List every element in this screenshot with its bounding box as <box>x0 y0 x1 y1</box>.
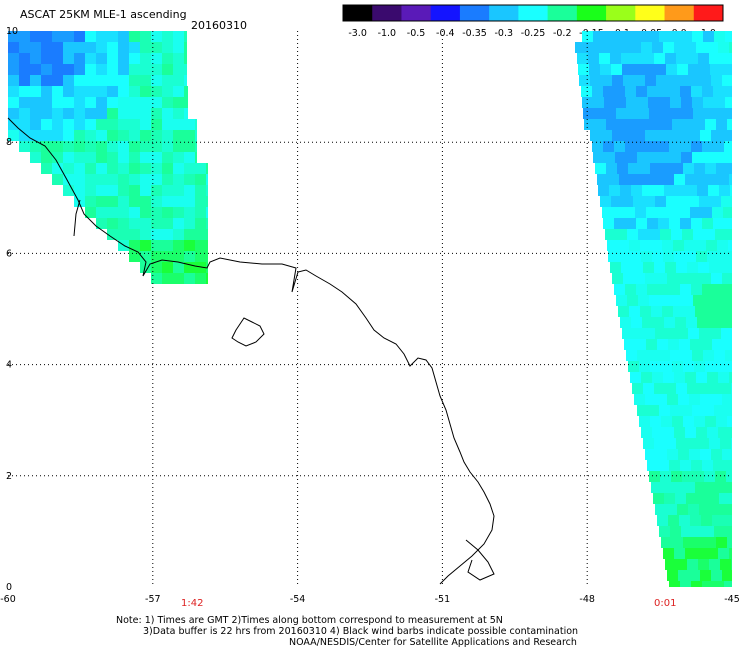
colorbar-swatch <box>635 5 666 21</box>
colorbar-label: -0.4 <box>436 28 455 39</box>
lon-tick-label: -48 <box>579 594 595 605</box>
map-plot: -60 -57 -54 -51 -48 -45 0 2 4 6 8 10 <box>0 26 740 605</box>
colorbar-swatch <box>459 5 490 21</box>
lon-tick-label: -60 <box>0 594 16 605</box>
lon-tick-label: -57 <box>145 594 161 605</box>
colorbar-swatch <box>664 5 695 21</box>
colorbar-swatch <box>430 5 461 21</box>
lat-tick-label: 6 <box>6 248 12 259</box>
lat-tick-label: 2 <box>6 471 12 482</box>
colorbar-swatch <box>606 5 636 21</box>
colorbar-swatch <box>343 5 373 21</box>
coastline <box>7 117 495 585</box>
footer-note-line2: 3)Data buffer is 22 hrs from 20160310 4)… <box>143 626 579 637</box>
colorbar-label: -0.2 <box>553 28 572 39</box>
colorbar-swatch <box>547 5 578 21</box>
island-outline <box>231 317 265 347</box>
lon-tick-label: -45 <box>724 594 740 605</box>
colorbar-label: -0.3 <box>494 28 513 39</box>
lon-tick-label: -54 <box>290 594 306 605</box>
estuary-outline <box>465 539 495 581</box>
colorbar-swatch <box>518 5 549 21</box>
footer-credit: NOAA/NESDIS/Center for Satellite Applica… <box>289 637 577 648</box>
lon-tick-label: -51 <box>435 594 451 605</box>
map-date: 20160310 <box>191 19 247 32</box>
colorbar-label: -0.5 <box>407 28 426 39</box>
colorbar-swatch <box>372 5 402 21</box>
footer-note-line1: Note: 1) Times are GMT 2)Times along bot… <box>116 615 503 626</box>
colorbar-swatch <box>576 5 607 21</box>
pass-time-left: 1:42 <box>181 598 204 609</box>
colorbar-swatch <box>489 5 519 21</box>
colorbar-label: -0.35 <box>462 28 487 39</box>
river-outline <box>73 199 81 237</box>
colorbar-swatch <box>401 5 432 21</box>
colorbar-label: -1.0 <box>378 28 397 39</box>
lat-tick-label: 10 <box>6 26 18 37</box>
colorbar-swatch <box>693 5 724 21</box>
lat-tick-label: 4 <box>6 360 12 371</box>
lat-tick-label: 8 <box>6 137 12 148</box>
colorbar-label: -3.0 <box>348 28 367 39</box>
colorbar-label: -0.25 <box>521 28 546 39</box>
pass-time-right: 0:01 <box>654 598 677 609</box>
map-title: ASCAT 25KM MLE-1 ascending <box>20 8 187 21</box>
lat-tick-label: 0 <box>6 582 12 593</box>
